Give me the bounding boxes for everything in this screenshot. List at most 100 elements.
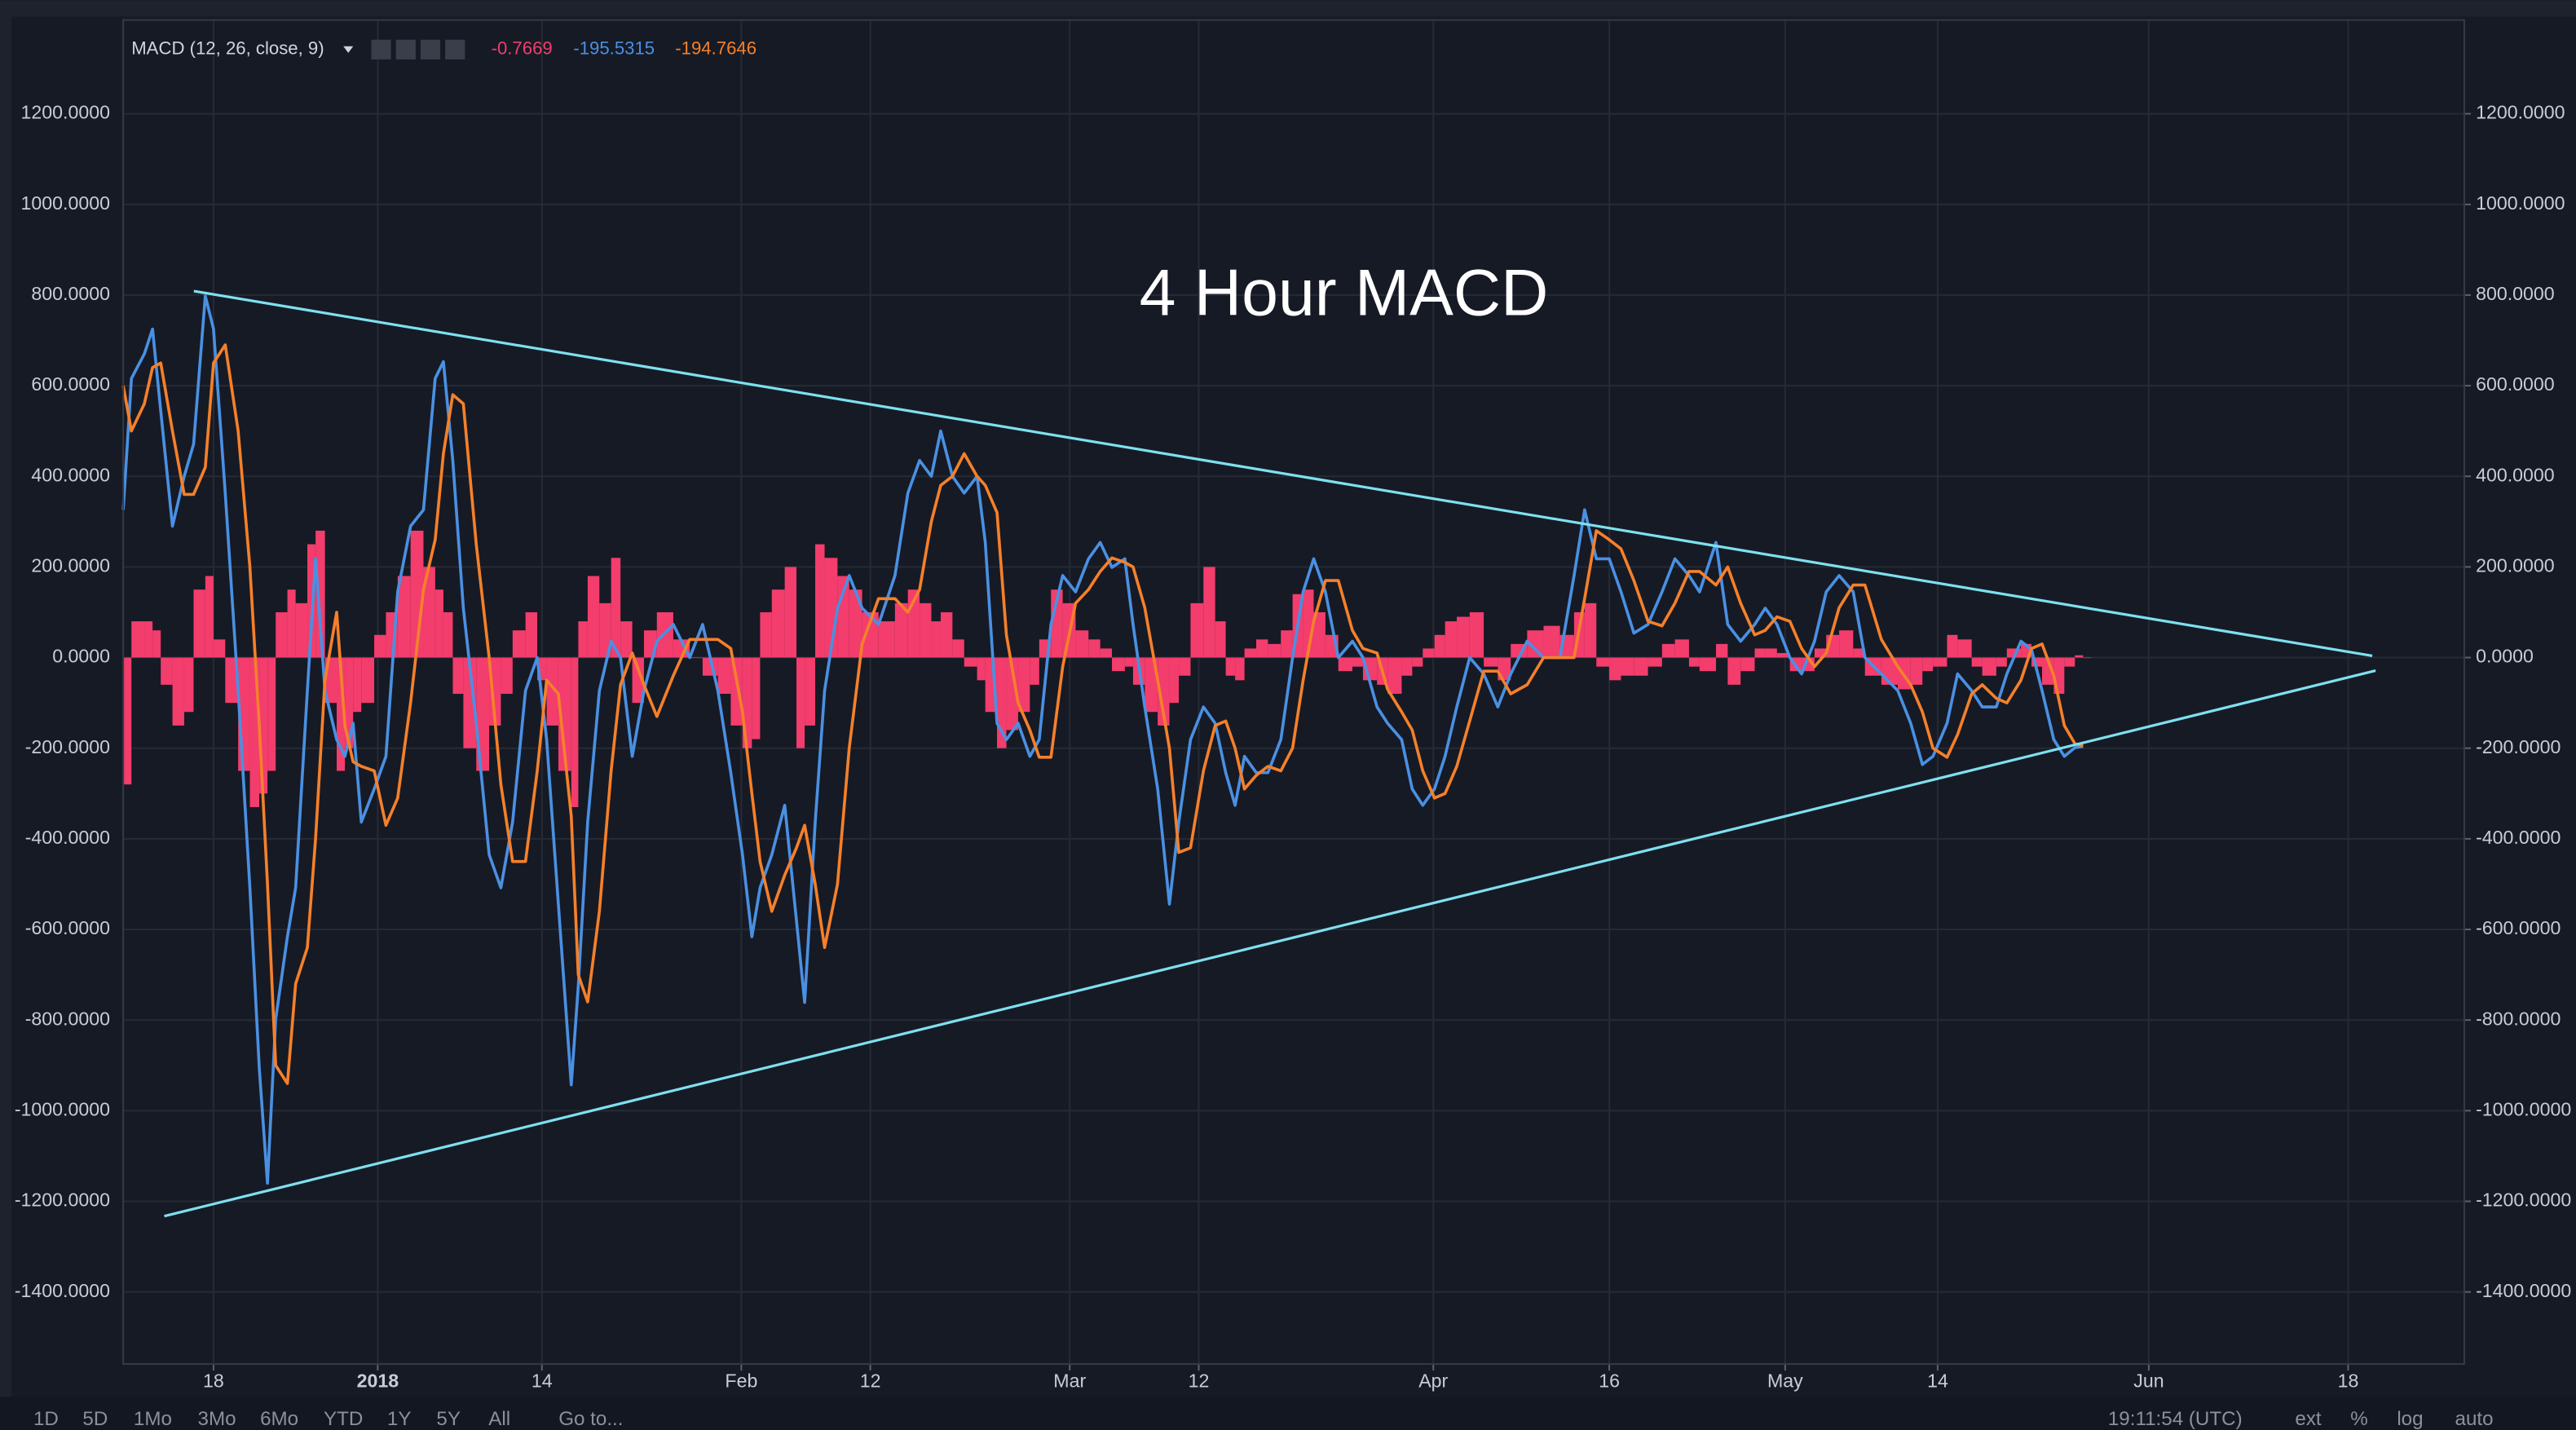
histogram-bar bbox=[1754, 648, 1766, 658]
histogram-bar bbox=[771, 589, 785, 658]
histogram-bar bbox=[1457, 616, 1470, 658]
y-tick-label-right: 1200.0000 bbox=[2476, 102, 2565, 123]
range-button[interactable]: YTD bbox=[324, 1408, 363, 1430]
histogram-bar bbox=[1281, 630, 1293, 658]
histogram-bar bbox=[1169, 657, 1180, 704]
histogram-bar bbox=[1158, 657, 1170, 726]
histogram-bar bbox=[361, 657, 375, 704]
button[interactable] bbox=[445, 39, 465, 60]
histogram-bar bbox=[805, 657, 816, 726]
range-button[interactable]: 1D bbox=[33, 1408, 59, 1430]
y-tick-label: 0.0000 bbox=[52, 646, 110, 667]
button[interactable] bbox=[371, 39, 391, 60]
histogram-bar bbox=[931, 621, 941, 658]
histogram-bar bbox=[849, 589, 862, 658]
histogram-bar bbox=[1235, 657, 1245, 681]
histogram-bar bbox=[144, 621, 153, 658]
y-tick-label-right: -200.0000 bbox=[2476, 736, 2561, 757]
histogram-bar bbox=[1765, 648, 1777, 658]
y-tick-label: -1400.0000 bbox=[15, 1280, 110, 1301]
y-tick-label-right: 1000.0000 bbox=[2476, 192, 2565, 214]
toolbar: 1D 5D 1Mo 3Mo 6Mo YTD 1Y 5Y All Go to... 19:11:54 … bbox=[33, 1408, 2494, 1430]
histogram-bar bbox=[1527, 630, 1544, 658]
histogram-bar bbox=[1075, 630, 1089, 658]
histogram-bar bbox=[620, 621, 633, 658]
histogram-bar bbox=[267, 657, 276, 771]
button[interactable] bbox=[395, 39, 416, 60]
goto-button[interactable]: Go to... bbox=[558, 1408, 623, 1430]
histogram-bar bbox=[193, 589, 205, 658]
range-button[interactable]: 5Y bbox=[436, 1408, 461, 1430]
histogram-bar bbox=[752, 657, 761, 739]
histogram-bar bbox=[131, 621, 145, 658]
histogram-bar bbox=[2006, 648, 2022, 658]
y-tick-label: -400.0000 bbox=[25, 827, 110, 848]
range-button[interactable]: 6Mo bbox=[260, 1408, 298, 1430]
histogram-bar bbox=[690, 657, 703, 659]
histogram-bar bbox=[1853, 648, 1865, 658]
range-button[interactable]: 1Y bbox=[387, 1408, 412, 1430]
x-tick-label: May bbox=[1767, 1370, 1803, 1391]
histogram-bar bbox=[1190, 602, 1204, 658]
range-button[interactable]: 5D bbox=[82, 1408, 108, 1430]
scale-option[interactable]: ext bbox=[2295, 1408, 2322, 1430]
dropdown-icon[interactable] bbox=[343, 46, 354, 53]
histogram-bar bbox=[172, 657, 184, 726]
histogram-bar bbox=[1740, 657, 1755, 672]
histogram-bar bbox=[337, 657, 346, 771]
histogram-bar bbox=[878, 621, 895, 658]
histogram-bar bbox=[2083, 657, 2092, 659]
y-tick-label-right: -800.0000 bbox=[2476, 1008, 2561, 1029]
histogram-bar bbox=[1387, 657, 1402, 695]
range-button[interactable]: 3Mo bbox=[198, 1408, 236, 1430]
range-button[interactable]: 1Mo bbox=[134, 1408, 172, 1430]
histogram-bar bbox=[1727, 657, 1741, 685]
histogram-bar bbox=[742, 657, 752, 748]
range-button[interactable]: All bbox=[488, 1408, 510, 1430]
histogram-bar bbox=[1621, 657, 1634, 676]
histogram-bar bbox=[423, 567, 435, 658]
histogram-bar bbox=[225, 657, 239, 704]
y-tick-label-right: 400.0000 bbox=[2476, 464, 2555, 485]
histogram-bar bbox=[1434, 634, 1445, 658]
series-line bbox=[121, 343, 2084, 1085]
y-tick-label-right: -1400.0000 bbox=[2476, 1280, 2571, 1301]
x-tick-label: 18 bbox=[2338, 1370, 2359, 1391]
trendline-lower bbox=[164, 669, 2376, 1218]
button[interactable] bbox=[420, 39, 441, 60]
histogram-bar bbox=[1469, 611, 1484, 658]
histogram-bar bbox=[295, 602, 308, 658]
y-tick-label-right: -600.0000 bbox=[2476, 917, 2561, 938]
histogram-bar bbox=[977, 657, 986, 681]
x-tick-label: Jun bbox=[2133, 1370, 2164, 1391]
histogram-bar bbox=[1484, 657, 1498, 667]
scale-option[interactable]: log bbox=[2397, 1408, 2423, 1430]
histogram-bar bbox=[537, 657, 547, 681]
histogram-bar bbox=[1688, 657, 1700, 667]
histogram-bar bbox=[632, 657, 644, 704]
histogram-bar bbox=[374, 634, 386, 658]
histogram-bar bbox=[1947, 634, 1958, 658]
histogram-bar bbox=[952, 639, 964, 658]
y-tick-label-right: 0.0000 bbox=[2476, 646, 2534, 667]
y-tick-label: -1000.0000 bbox=[15, 1098, 110, 1119]
histogram-bar bbox=[673, 639, 690, 658]
histogram-bar bbox=[525, 611, 538, 658]
histogram-bar bbox=[1203, 567, 1215, 658]
histogram-bar bbox=[1338, 657, 1352, 672]
grid: 1200.0000 1200.0000 1000.0000 1000.0000 800.… bbox=[15, 20, 2571, 1391]
legend-value: -194.7646 bbox=[675, 38, 756, 59]
histogram-bar bbox=[1634, 657, 1648, 676]
scale-option[interactable]: auto bbox=[2455, 1408, 2494, 1430]
x-tick-label: 16 bbox=[1599, 1370, 1620, 1391]
histogram-bar bbox=[599, 602, 611, 658]
histogram-bar bbox=[1030, 657, 1039, 685]
y-tick-label-right: -1000.0000 bbox=[2476, 1098, 2571, 1119]
scale-option[interactable]: % bbox=[2350, 1408, 2368, 1430]
histogram-bar bbox=[205, 576, 214, 658]
histogram-bar bbox=[997, 657, 1007, 748]
x-tick-label: Apr bbox=[1418, 1370, 1448, 1391]
histogram bbox=[123, 530, 2092, 807]
histogram-bar bbox=[276, 611, 288, 658]
